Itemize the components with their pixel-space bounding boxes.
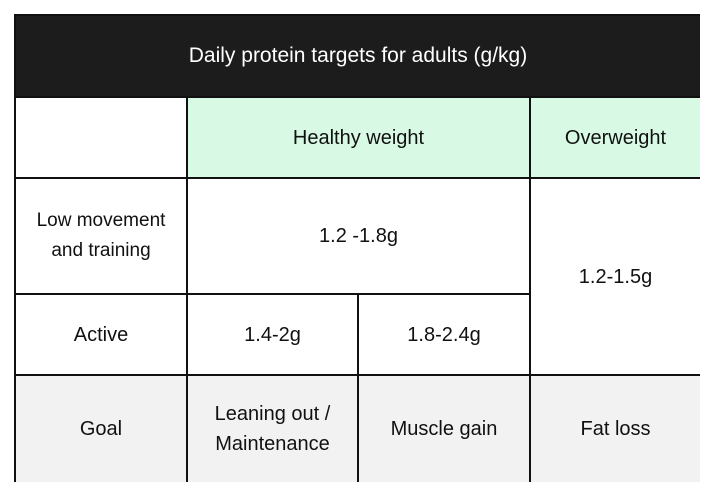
row-label-active: Active: [14, 293, 186, 374]
goal-muscle-gain: Muscle gain: [357, 374, 529, 482]
goal-fat-loss: Fat loss: [529, 374, 700, 482]
row-label-low-movement: Low movement and training: [14, 177, 186, 293]
corner-blank-cell: [14, 96, 186, 177]
value-overweight: 1.2-1.5g: [529, 177, 700, 374]
value-low-movement-healthy: 1.2 -1.8g: [186, 177, 529, 293]
header-overweight: Overweight: [529, 96, 700, 177]
table-title: Daily protein targets for adults (g/kg): [14, 14, 700, 96]
header-healthy-weight: Healthy weight: [186, 96, 529, 177]
row-label-goal: Goal: [14, 374, 186, 482]
goal-leaning-out: Leaning out / Maintenance: [186, 374, 357, 482]
protein-targets-table: Daily protein targets for adults (g/kg) …: [14, 14, 700, 482]
value-active-healthy-1: 1.4-2g: [186, 293, 357, 374]
value-active-healthy-2: 1.8-2.4g: [357, 293, 529, 374]
